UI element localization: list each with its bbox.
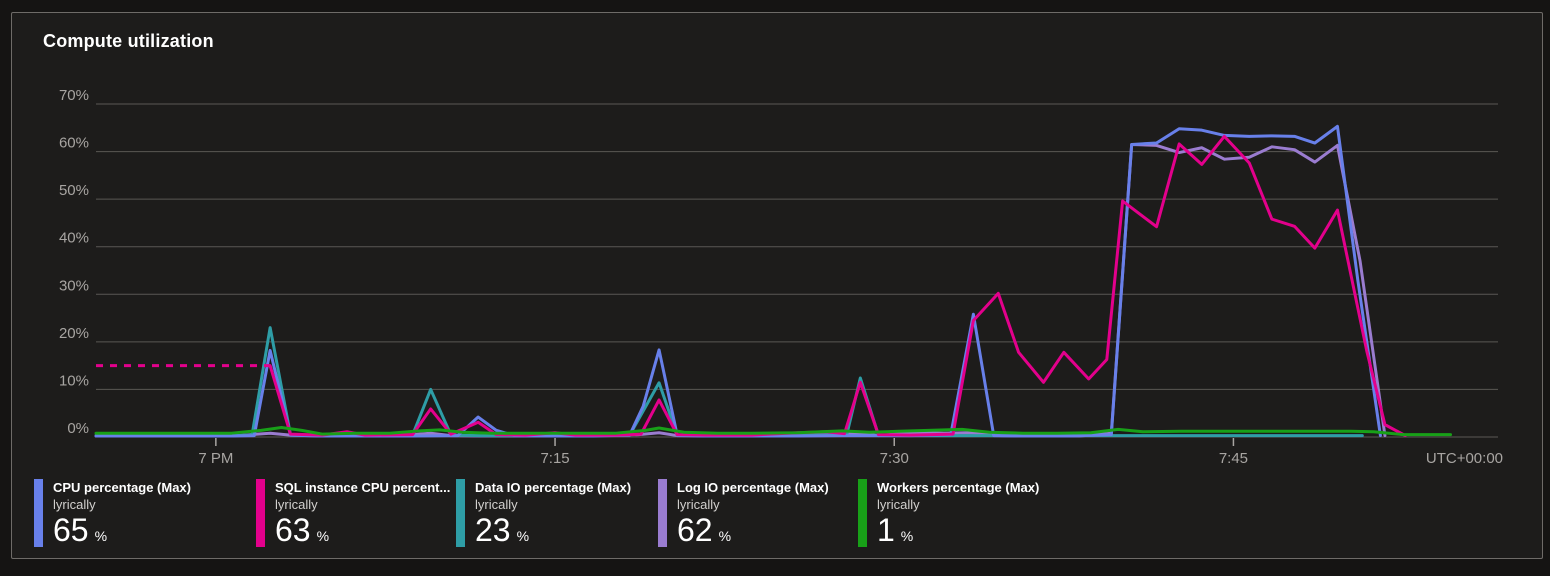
chart-legend: CPU percentage (Max) lyrically 65 % SQL … <box>34 479 1039 547</box>
series-line-log_io <box>94 142 1387 438</box>
legend-unit: % <box>718 528 732 544</box>
x-axis-label: 7:15 <box>540 450 569 467</box>
legend-color-bar-log-io <box>658 479 667 547</box>
y-axis-label: 0% <box>67 420 89 437</box>
legend-color-bar-data-io <box>456 479 465 547</box>
legend-item-sql-cpu[interactable]: SQL instance CPU percent... lyrically 63… <box>256 479 456 547</box>
legend-resource: lyrically <box>677 497 720 512</box>
legend-item-cpu[interactable]: CPU percentage (Max) lyrically 65 % <box>34 479 256 547</box>
legend-resource: lyrically <box>275 497 318 512</box>
legend-item-workers[interactable]: Workers percentage (Max) lyrically 1 % <box>858 479 1039 547</box>
y-axis-label: 60% <box>59 135 89 152</box>
legend-value: 1 <box>877 512 895 548</box>
utilization-chart-area[interactable]: 0% 10% 20% 30% 40% 50% 60% 70% 7 PM 7:15 7:30 7:45 U… <box>1 71 1550 491</box>
legend-value: 63 <box>275 512 311 548</box>
y-axis-label: 40% <box>59 230 89 247</box>
legend-value: 23 <box>475 512 511 548</box>
y-axis-label: 10% <box>59 372 89 389</box>
legend-value: 62 <box>677 512 713 548</box>
legend-resource: lyrically <box>475 497 518 512</box>
legend-label: Workers percentage (Max) <box>877 480 1040 495</box>
legend-label: Log IO percentage (Max) <box>677 480 829 495</box>
compute-utilization-panel: Compute utilization 0% 10% 20% 30% 40% 50% 60%… <box>11 12 1543 559</box>
legend-color-bar-sql-cpu <box>256 479 265 547</box>
legend-unit: % <box>516 528 530 544</box>
legend-label: Data IO percentage (Max) <box>475 480 632 495</box>
legend-label: SQL instance CPU percent... <box>275 480 451 495</box>
legend-resource: lyrically <box>53 497 96 512</box>
y-axis-label: 30% <box>59 277 89 294</box>
legend-unit: % <box>316 528 330 544</box>
y-axis-label: 70% <box>59 87 89 104</box>
x-axis-label: 7 PM <box>198 450 233 467</box>
legend-unit: % <box>900 528 914 544</box>
y-axis-label: 20% <box>59 325 89 342</box>
legend-label: CPU percentage (Max) <box>53 480 191 495</box>
chart-title: Compute utilization <box>43 31 214 51</box>
legend-item-data-io[interactable]: Data IO percentage (Max) lyrically 23 % <box>456 479 658 547</box>
y-axis-label: 50% <box>59 182 89 199</box>
legend-resource: lyrically <box>877 497 920 512</box>
series-line-sql_cpu <box>268 134 1407 438</box>
timezone-label: UTC+00:00 <box>1426 450 1503 467</box>
x-axis-label: 7:30 <box>880 450 909 467</box>
legend-value: 65 <box>53 512 89 548</box>
series-line-cpu <box>94 124 1382 438</box>
legend-item-log-io[interactable]: Log IO percentage (Max) lyrically 62 % <box>658 479 858 547</box>
legend-unit: % <box>94 528 108 544</box>
legend-color-bar-cpu <box>34 479 43 547</box>
legend-color-bar-workers <box>858 479 867 547</box>
x-axis-label: 7:45 <box>1219 450 1248 467</box>
series-line-workers <box>94 425 1453 437</box>
